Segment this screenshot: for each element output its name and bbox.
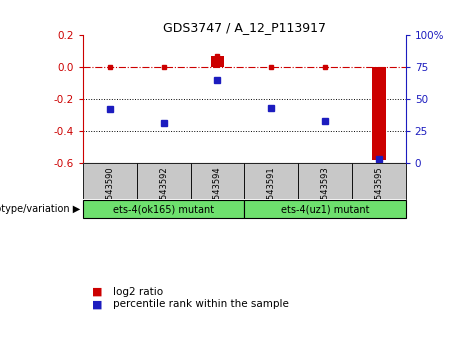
Text: GSM543594: GSM543594	[213, 166, 222, 217]
Text: GSM543592: GSM543592	[159, 166, 168, 217]
Bar	[244, 163, 298, 199]
Text: ■: ■	[92, 287, 103, 297]
Bar	[83, 163, 137, 199]
Text: log2 ratio: log2 ratio	[113, 287, 163, 297]
Text: GSM543595: GSM543595	[374, 166, 383, 217]
Text: ■: ■	[92, 299, 103, 309]
Bar	[352, 163, 406, 199]
Bar	[190, 163, 244, 199]
Bar	[244, 200, 406, 218]
Bar	[211, 56, 224, 67]
Text: genotype/variation ▶: genotype/variation ▶	[0, 204, 80, 214]
Bar	[83, 200, 244, 218]
Title: GDS3747 / A_12_P113917: GDS3747 / A_12_P113917	[163, 21, 326, 34]
Bar	[137, 163, 190, 199]
Text: percentile rank within the sample: percentile rank within the sample	[113, 299, 289, 309]
Bar	[372, 67, 385, 160]
Text: GSM543593: GSM543593	[320, 166, 330, 217]
Text: GSM543590: GSM543590	[106, 166, 114, 217]
Text: ets-4(ok165) mutant: ets-4(ok165) mutant	[113, 204, 214, 214]
Bar	[298, 163, 352, 199]
Text: GSM543591: GSM543591	[267, 166, 276, 217]
Text: ets-4(uz1) mutant: ets-4(uz1) mutant	[281, 204, 369, 214]
